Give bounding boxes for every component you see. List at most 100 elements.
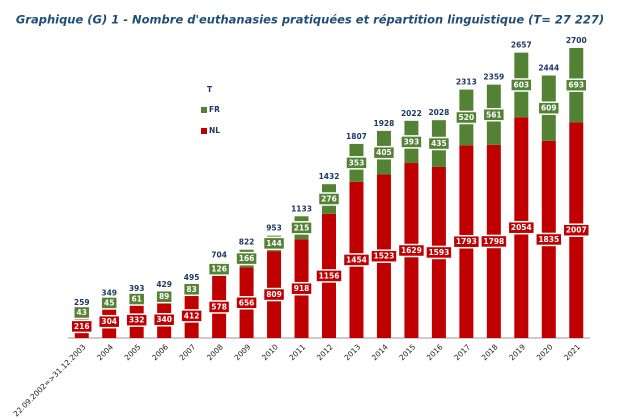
total-label: 259 — [74, 298, 90, 307]
value-label-box — [180, 309, 203, 323]
x-tick-label: 2013 — [342, 342, 362, 362]
total-label: 2700 — [566, 36, 587, 45]
x-tick-label: 2014 — [370, 342, 390, 362]
value-label: 304 — [101, 317, 117, 326]
total-label: 704 — [211, 250, 227, 259]
value-label-box — [182, 282, 201, 297]
chart-title: Graphique (G) 1 - Nombre d'euthanasies p… — [16, 13, 604, 27]
legend-swatch — [201, 128, 207, 134]
total-label: 2359 — [483, 73, 504, 82]
value-label-box — [155, 289, 173, 304]
x-tick-label: 2017 — [452, 342, 472, 362]
x-tick-label: 2005 — [123, 342, 143, 362]
value-label-box — [565, 78, 588, 92]
x-tick-label: 2011 — [287, 342, 307, 362]
value-label-box — [535, 232, 563, 247]
value-label-box — [72, 305, 91, 320]
value-label: 578 — [211, 302, 227, 311]
value-label-box — [290, 221, 313, 235]
legend-label: FR — [209, 105, 220, 114]
value-label: 144 — [266, 239, 282, 248]
value-label-box — [562, 223, 591, 237]
value-label-box — [125, 313, 148, 327]
value-label-box — [370, 249, 398, 263]
x-tick-label: 2007 — [178, 342, 198, 362]
value-label-box — [100, 296, 118, 310]
value-label: 2054 — [511, 223, 532, 232]
value-label-box — [452, 234, 481, 249]
value-label: 561 — [486, 110, 502, 119]
value-label-box — [397, 243, 426, 258]
value-label-box — [97, 314, 121, 329]
value-label-box — [290, 281, 313, 296]
value-label-box — [152, 312, 176, 327]
value-label: 393 — [404, 137, 420, 146]
x-tick-label: 22.09.2002=>31.12.2003 — [12, 342, 88, 418]
total-label: 2444 — [538, 63, 559, 72]
total-label: 393 — [129, 284, 145, 293]
value-label-box — [455, 110, 478, 125]
value-label-box — [537, 101, 561, 115]
value-label-box — [345, 156, 368, 170]
total-label: 429 — [156, 280, 172, 289]
value-label: 61 — [131, 295, 141, 304]
x-tick-label: 2009 — [233, 342, 253, 362]
value-label: 83 — [186, 285, 196, 294]
value-label-box — [70, 319, 93, 334]
value-label-box — [127, 292, 146, 306]
x-tick-label: 2019 — [507, 342, 527, 362]
value-label-box — [482, 108, 506, 122]
legend-swatch — [201, 107, 207, 113]
value-label: 609 — [541, 104, 557, 113]
value-label-box — [425, 245, 453, 260]
value-label: 918 — [294, 284, 310, 293]
total-label: 822 — [239, 238, 255, 247]
value-label: 1523 — [374, 252, 395, 261]
value-label: 216 — [74, 322, 90, 331]
value-label: 43 — [77, 308, 87, 317]
x-tick-label: 2010 — [260, 342, 280, 362]
value-label-box — [342, 253, 371, 267]
total-label: 2028 — [428, 108, 449, 117]
value-label: 520 — [459, 113, 475, 122]
value-label-box — [507, 220, 536, 235]
value-label: 656 — [239, 298, 255, 307]
value-label: 1835 — [538, 235, 559, 244]
value-label: 1593 — [428, 248, 449, 257]
value-label-box — [207, 300, 231, 314]
value-label: 405 — [376, 148, 392, 157]
x-tick-label: 2015 — [397, 342, 417, 362]
total-label: 2022 — [401, 109, 422, 118]
legend-label: T — [207, 85, 213, 94]
x-tick-label: 2008 — [205, 342, 225, 362]
value-label-box — [235, 251, 258, 266]
x-tick-label: 2004 — [95, 342, 115, 362]
x-tick-label: 2018 — [480, 342, 500, 362]
value-label: 1798 — [483, 237, 504, 246]
value-label: 2007 — [566, 226, 587, 235]
x-tick-label: 2021 — [562, 342, 582, 362]
value-label: 276 — [321, 195, 337, 204]
value-label-box — [400, 135, 423, 149]
value-label: 89 — [159, 292, 169, 301]
value-label: 45 — [104, 298, 114, 307]
x-tick-label: 2020 — [535, 342, 555, 362]
value-label: 1156 — [319, 271, 340, 280]
value-label-box — [262, 236, 286, 251]
x-tick-label: 2012 — [315, 342, 335, 362]
total-label: 349 — [101, 289, 117, 298]
value-label: 166 — [239, 254, 255, 263]
total-label: 953 — [266, 224, 282, 233]
value-label-box — [372, 145, 396, 160]
value-label: 215 — [294, 223, 310, 232]
value-label: 332 — [129, 316, 145, 325]
value-label-box — [480, 234, 508, 249]
value-label: 126 — [211, 265, 227, 274]
total-label: 1133 — [291, 204, 312, 213]
x-tick-label: 2016 — [425, 342, 445, 362]
value-label: 353 — [349, 158, 365, 167]
value-label: 1793 — [456, 237, 477, 246]
value-label: 412 — [184, 311, 200, 320]
value-label-box — [207, 262, 231, 276]
